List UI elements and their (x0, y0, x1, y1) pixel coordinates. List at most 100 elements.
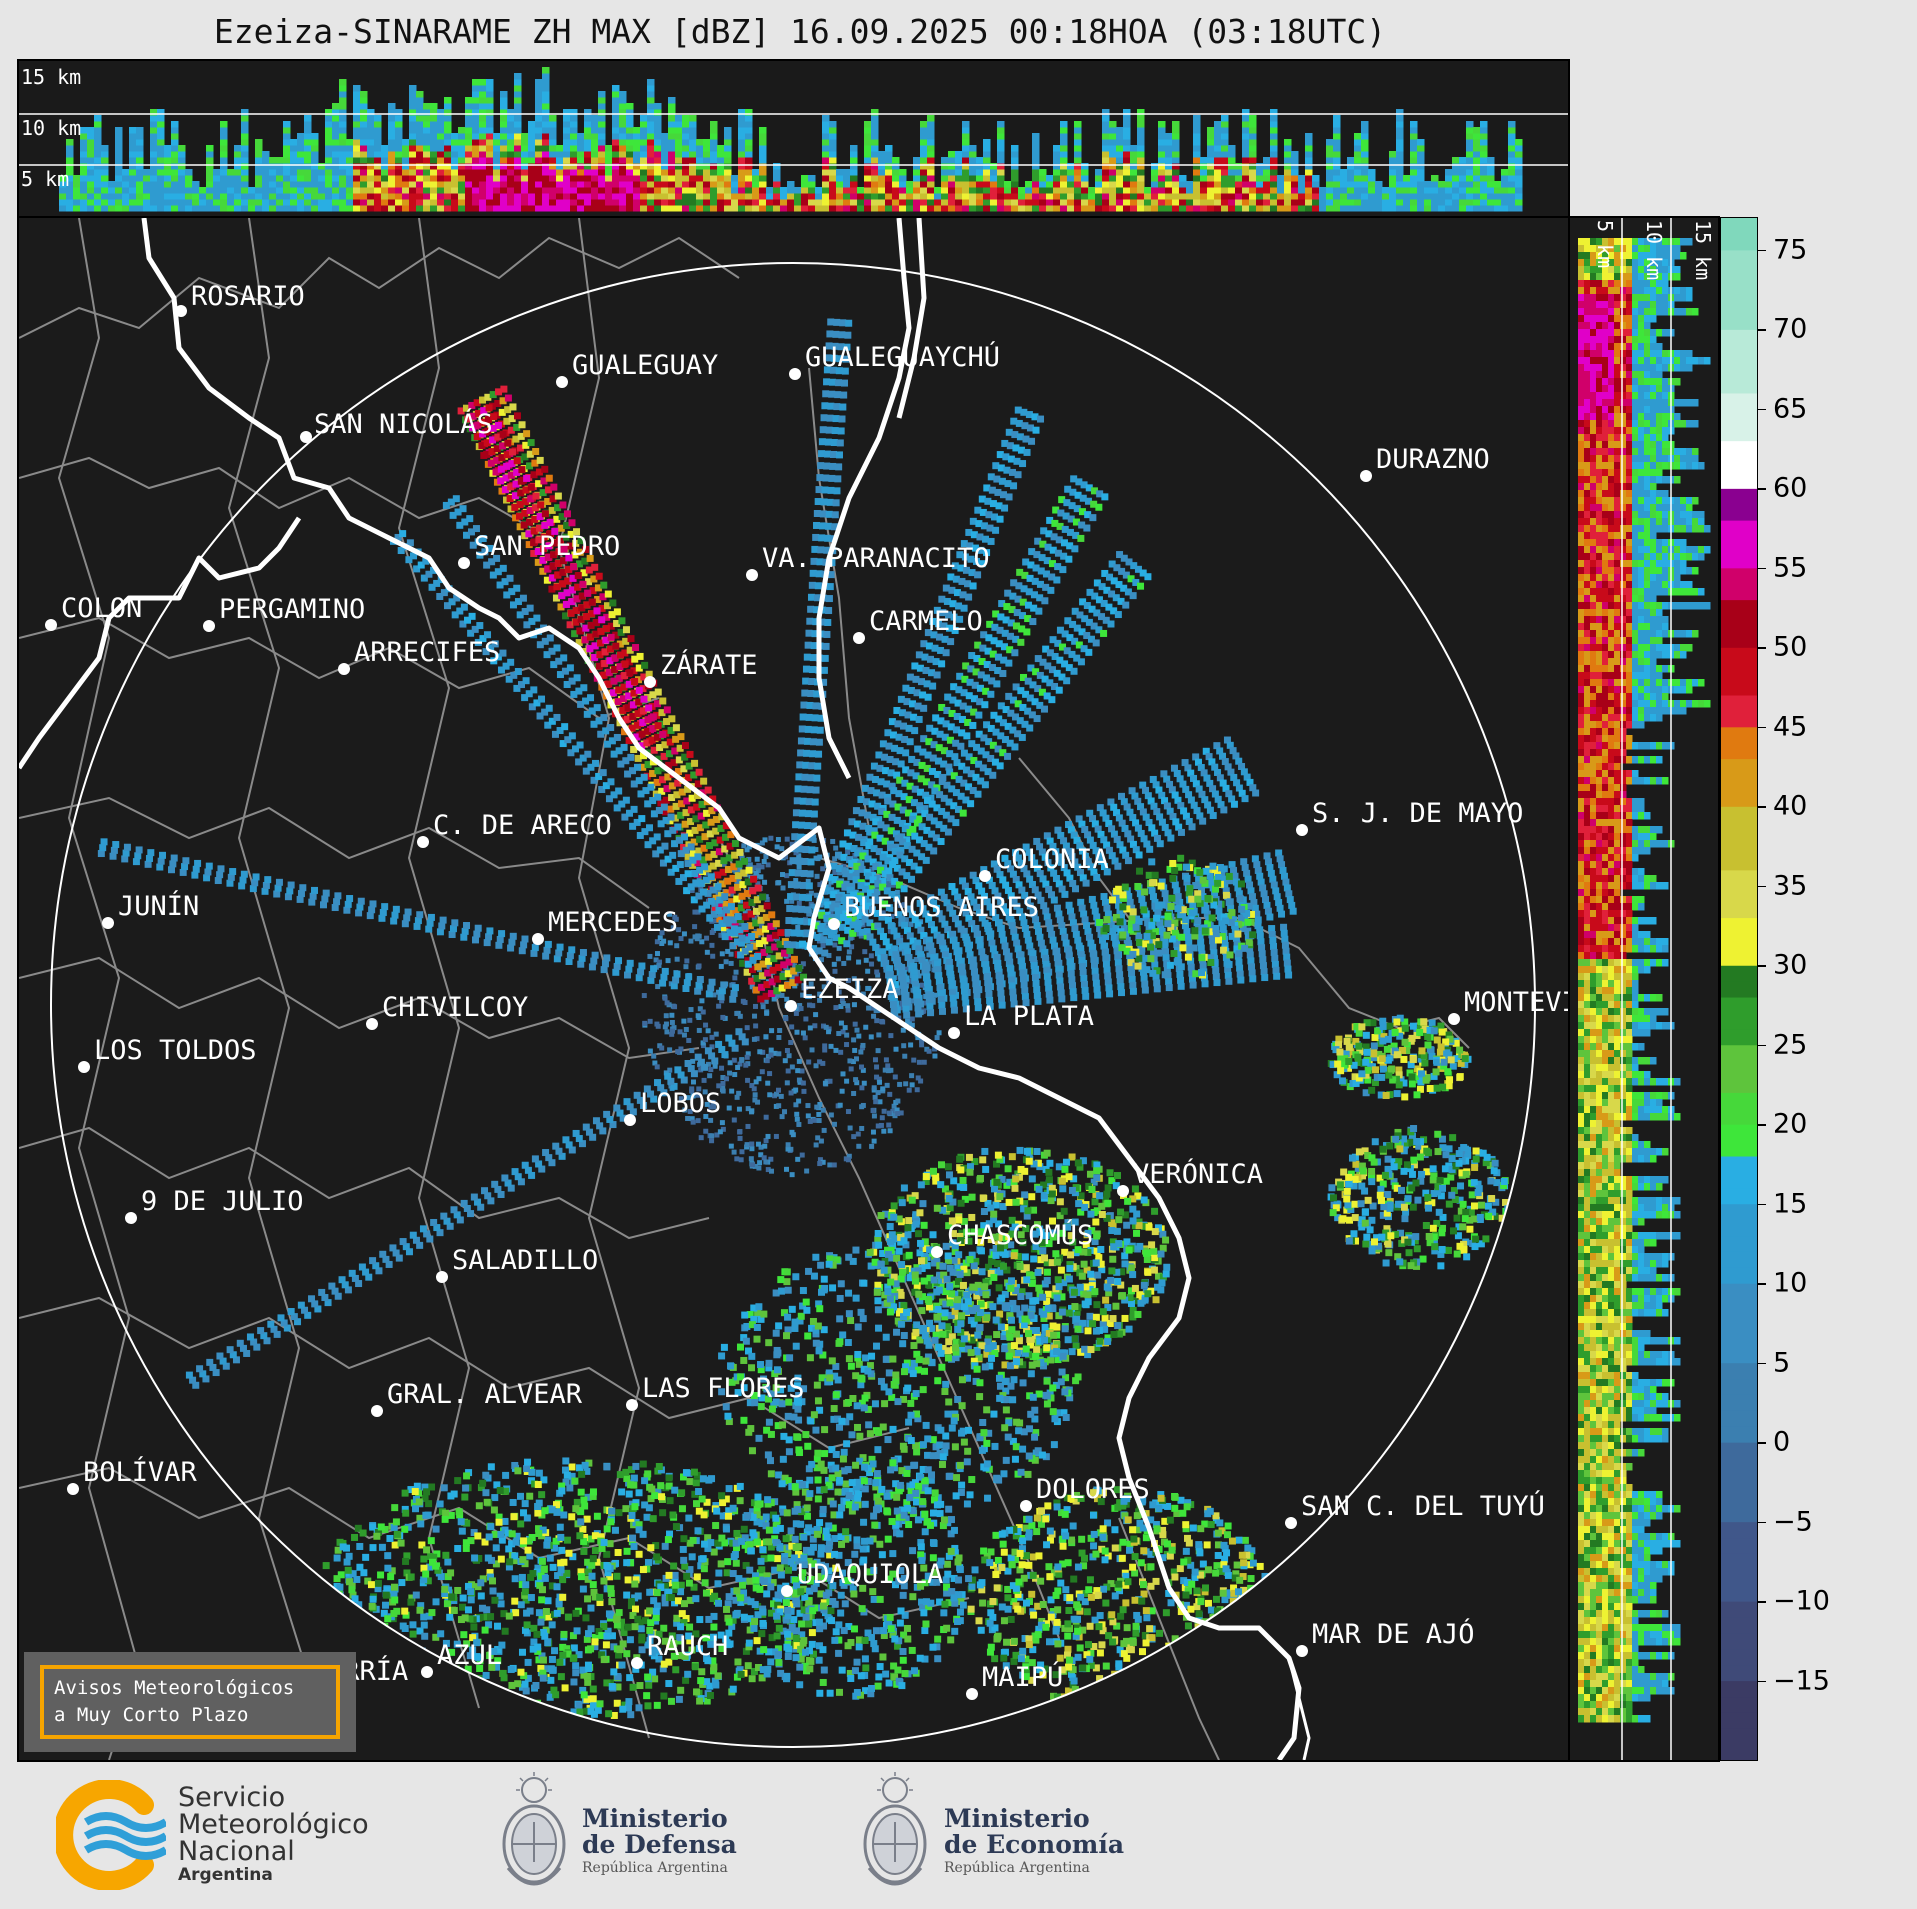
alert-line-2: a Muy Corto Plazo (54, 1704, 249, 1726)
colorbar-tick-label: 55 (1773, 552, 1808, 584)
city-marker (1296, 1645, 1308, 1657)
colorbar (1720, 217, 1758, 1761)
smn-line-4: Argentina (178, 1865, 273, 1885)
colorbar-tick (1757, 488, 1766, 490)
colorbar-tick (1757, 1283, 1766, 1285)
city-marker (979, 870, 991, 882)
smn-line-2: Meteorológico (178, 1809, 369, 1840)
city-label: S. J. DE MAYO (1312, 798, 1523, 829)
top-height-label-10km: 10 km (21, 116, 81, 140)
city-label: CHIVILCOY (382, 992, 528, 1023)
city-label: SALADILLO (452, 1245, 598, 1276)
colorbar-ticks: 75 70 65 60 55 50 45 40 35 30 25 20 15 10 5 0 −5 −10 −15 (1757, 218, 1877, 1760)
city-marker (371, 1405, 383, 1417)
city-label: AZUL (437, 1640, 502, 1671)
city-label: MAIPÚ (982, 1661, 1063, 1693)
city-marker (931, 1246, 943, 1258)
colorbar-tick (1757, 1362, 1766, 1365)
city-marker (644, 676, 656, 688)
city-marker (828, 918, 840, 930)
top-height-label-15km: 15 km (21, 65, 81, 89)
top-cross-section-panel: 15 km 10 km 5 km (17, 59, 1570, 218)
colorbar-tick (1757, 408, 1766, 411)
colorbar-tick (1757, 1124, 1766, 1126)
city-marker (785, 1000, 797, 1012)
city-label: GRAL. ALVEAR (387, 1379, 583, 1410)
city-label: VERÓNICA (1133, 1158, 1263, 1190)
defensa-line-3: República Argentina (582, 1860, 728, 1876)
city-marker (203, 620, 215, 632)
city-marker (45, 619, 57, 631)
city-label: DOLORES (1036, 1474, 1150, 1505)
colorbar-tick-label: 0 (1773, 1426, 1791, 1458)
colorbar-tick (1757, 1442, 1766, 1444)
city-label: VA. PARANACITO (762, 543, 990, 574)
colorbar-tick (1757, 329, 1766, 331)
city-marker (1296, 824, 1308, 836)
city-marker (556, 376, 568, 388)
colorbar-tick-label: 20 (1773, 1108, 1808, 1140)
city-label: LOBOS (640, 1088, 721, 1119)
colorbar-tick (1757, 965, 1766, 967)
coastline (19, 218, 1302, 1760)
city-marker (948, 1027, 960, 1039)
economia-line-2: de Economía (944, 1830, 1125, 1859)
colorbar-tick-label: −5 (1773, 1506, 1813, 1538)
city-label: ZÁRATE (660, 649, 758, 681)
city-marker (300, 431, 312, 443)
city-label: SAN PEDRO (474, 531, 620, 562)
city-marker (1020, 1500, 1032, 1512)
alert-box[interactable]: Avisos Meteorológicos a Muy Corto Plazo (24, 1652, 356, 1752)
city-label: C. DE ARECO (433, 810, 612, 841)
city-marker (1448, 1013, 1460, 1025)
right-height-label-10km: 10 km (1642, 220, 1666, 280)
city-label: DURAZNO (1376, 444, 1490, 475)
smn-logo-icon (56, 1780, 166, 1890)
smn-line-1: Servicio (178, 1782, 286, 1813)
colorbar-tick-label: 35 (1773, 870, 1808, 902)
colorbar-tick (1757, 806, 1766, 808)
colorbar-tick-label: 60 (1773, 472, 1808, 504)
colorbar-tick-label: −15 (1773, 1665, 1830, 1696)
city-label: RAUCH (647, 1631, 728, 1662)
radar-map: ROSARIO GUALEGUAYCHÚ GUALEGUAY SAN NICOLÁS D… (19, 218, 1568, 1760)
city-marker (1285, 1517, 1297, 1529)
city-marker (781, 1585, 793, 1597)
city-marker (532, 933, 544, 945)
city-marker (853, 632, 865, 644)
radar-map-panel: ROSARIO GUALEGUAYCHÚ GUALEGUAY SAN NICOLÁS D… (17, 216, 1570, 1762)
city-label: PERGAMINO (219, 594, 365, 625)
city-label: UDAQUIOLA (797, 1559, 943, 1590)
city-marker (624, 1114, 636, 1126)
city-label: JUNÍN (118, 890, 199, 922)
colorbar-tick-label: 65 (1773, 393, 1808, 425)
city-marker (125, 1212, 137, 1224)
city-label: EZEIZA (801, 974, 899, 1005)
colorbar-tick (1757, 1044, 1766, 1047)
city-marker (966, 1688, 978, 1700)
right-height-label-15km: 15 km (1691, 220, 1715, 280)
city-marker (78, 1061, 90, 1073)
city-label: COLON (61, 593, 142, 624)
city-label: SAN C. DEL TUYÚ (1301, 1490, 1545, 1522)
city-label: MAR DE AJÓ (1312, 1618, 1475, 1650)
city-label: BOLÍVAR (83, 1456, 198, 1488)
colorbar-tick-label: 45 (1773, 711, 1808, 743)
city-marker (338, 663, 350, 675)
city-marker (175, 305, 187, 317)
city-marker (789, 368, 801, 380)
economia-line-1: Ministerio (944, 1804, 1090, 1833)
smn-line-3: Nacional (178, 1836, 295, 1867)
city-label: CHASCOMÚS (947, 1219, 1093, 1251)
economia-coat-of-arms-icon (863, 1772, 927, 1886)
colorbar-tick (1757, 567, 1766, 570)
city-label: ARRECIFES (354, 637, 500, 668)
city-label: GUALEGUAYCHÚ (805, 341, 1000, 373)
defensa-line-2: de Defensa (582, 1830, 737, 1859)
city-marker (366, 1018, 378, 1030)
city-label: COLONIA (995, 844, 1109, 875)
footer-logos: Servicio Meteorológico Nacional Argentin… (0, 1762, 1917, 1909)
colorbar-tick-label: 40 (1773, 790, 1808, 822)
city-marker (746, 569, 758, 581)
colorbar-tick-label: 30 (1773, 949, 1808, 981)
